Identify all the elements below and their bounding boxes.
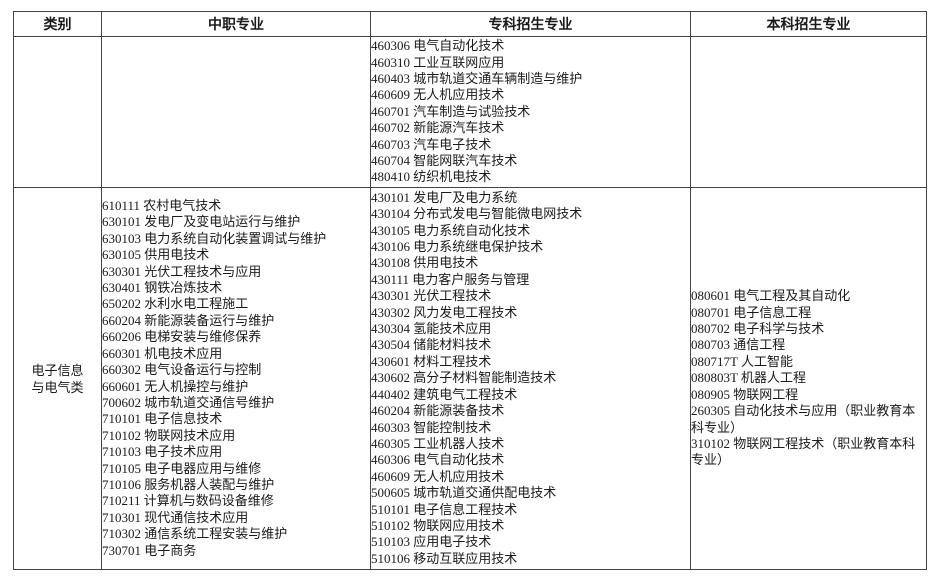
major-item: 500605 城市轨道交通供配电技术	[371, 485, 557, 501]
major-item: 710102 物联网技术应用	[102, 427, 236, 443]
major-item: 460403 城市轨道交通车辆制造与维护	[371, 70, 583, 86]
secondary-majors-cell	[101, 36, 371, 188]
major-item: 650202 水利水电工程施工	[102, 296, 249, 312]
major-item: 430108 供用电技术	[371, 255, 479, 271]
major-item: 660301 机电技术应用	[102, 345, 223, 361]
major-item: 630401 钢铁冶炼技术	[102, 280, 223, 296]
major-item: 080905 物联网工程	[691, 386, 799, 402]
major-item: 460701 汽车制造与试验技术	[371, 103, 531, 119]
major-item: 700602 城市轨道交通信号维护	[102, 394, 275, 410]
category-cell: 电子信息 与电气类	[13, 187, 102, 570]
major-item: 430302 风力发电工程技术	[371, 304, 518, 320]
major-item: 660204 新能源装备运行与维护	[102, 312, 275, 328]
secondary-majors-cell: 610111 农村电气技术 630101 发电厂及变电站运行与维护 630103 电…	[101, 187, 371, 570]
major-item: 610111 农村电气技术	[102, 198, 222, 214]
college-majors-cell: 430101 发电厂及电力系统 430104 分布式发电与智能微电网技术 43010…	[370, 187, 691, 570]
major-item: 080717T 人工智能	[691, 353, 793, 369]
column-header-category: 类别	[13, 11, 102, 37]
major-item: 460303 智能控制技术	[371, 419, 492, 435]
majors-table: 类别 中职专业 专科招生专业 本科招生专业 460306 电气自动化技术 4603…	[13, 11, 927, 570]
major-item: 080601 电气工程及其自动化	[691, 288, 851, 304]
major-item: 710101 电子信息技术	[102, 411, 223, 427]
college-majors-cell: 460306 电气自动化技术 460310 工业互联网应用 460403 城市轨道交…	[370, 36, 691, 188]
major-item: 080803T 机器人工程	[691, 370, 806, 386]
major-item: 电子信息	[31, 362, 84, 378]
major-item: 660302 电气设备运行与控制	[102, 362, 262, 378]
undergraduate-majors-cell	[690, 36, 927, 188]
header-row: 类别 中职专业 专科招生专业 本科招生专业	[13, 11, 927, 37]
major-item: 710103 电子技术应用	[102, 444, 223, 460]
column-header-college-majors: 专科招生专业	[370, 11, 691, 37]
major-item: 460306 电气自动化技术	[371, 38, 505, 54]
major-item: 260305 自动化技术与应用（职业教育本科专业）	[691, 403, 916, 435]
major-item: 430301 光伏工程技术	[371, 288, 492, 304]
major-item: 430104 分布式发电与智能微电网技术	[371, 206, 583, 222]
column-header-secondary-majors: 中职专业	[101, 11, 371, 37]
major-item: 460609 无人机应用技术	[371, 87, 505, 103]
major-item: 430106 电力系统继电保护技术	[371, 239, 544, 255]
major-item: 510101 电子信息工程技术	[371, 501, 518, 517]
table-row: 460306 电气自动化技术 460310 工业互联网应用 460403 城市轨道交…	[13, 36, 927, 188]
major-item: 510103 应用电子技术	[371, 534, 492, 550]
major-item: 080701 电子信息工程	[691, 304, 812, 320]
major-item: 430602 高分子材料智能制造技术	[371, 370, 557, 386]
major-item: 430105 电力系统自动化技术	[371, 222, 531, 238]
major-item: 460306 电气自动化技术	[371, 452, 505, 468]
column-header-undergraduate-majors: 本科招生专业	[690, 11, 927, 37]
major-item: 730701 电子商务	[102, 542, 197, 558]
major-item: 710106 服务机器人装配与维护	[102, 476, 275, 492]
major-item: 430504 储能材料技术	[371, 337, 492, 353]
major-item: 430304 氢能技术应用	[371, 321, 492, 337]
majors-table-container: 类别 中职专业 专科招生专业 本科招生专业 460306 电气自动化技术 4603…	[13, 11, 927, 570]
major-item: 与电气类	[31, 379, 84, 395]
major-item: 510106 移动互联应用技术	[371, 550, 518, 566]
undergraduate-majors-cell: 080601 电气工程及其自动化 080701 电子信息工程 080702 电子科学…	[690, 187, 927, 570]
major-item: 460704 智能网联汽车技术	[371, 153, 518, 169]
major-item: 430101 发电厂及电力系统	[371, 189, 518, 205]
major-item: 440402 建筑电气工程技术	[371, 386, 518, 402]
major-item: 460609 无人机应用技术	[371, 468, 505, 484]
major-item: 710301 现代通信技术应用	[102, 509, 249, 525]
major-item: 630101 发电厂及变电站运行与维护	[102, 214, 301, 230]
major-item: 430111 电力客户服务与管理	[371, 271, 530, 287]
major-item: 460204 新能源装备技术	[371, 403, 505, 419]
major-item: 510102 物联网应用技术	[371, 517, 505, 533]
major-item: 460305 工业机器人技术	[371, 435, 505, 451]
major-item: 630103 电力系统自动化装置调试与维护	[102, 230, 327, 246]
major-item: 080703 通信工程	[691, 337, 786, 353]
table-row: 电子信息 与电气类 610111 农村电气技术 630101 发电厂及变电站运行与维…	[13, 187, 927, 570]
major-item: 430601 材料工程技术	[371, 353, 492, 369]
major-item: 660206 电梯安装与维修保养	[102, 329, 262, 345]
major-item: 710211 计算机与数码设备维修	[102, 493, 274, 509]
major-item: 460310 工业互联网应用	[371, 54, 505, 70]
major-item: 480410 纺织机电技术	[371, 169, 492, 185]
major-item: 710302 通信系统工程安装与维护	[102, 526, 288, 542]
major-item: 710105 电子电器应用与维修	[102, 460, 262, 476]
major-item: 460703 汽车电子技术	[371, 136, 492, 152]
major-item: 660601 无人机操控与维护	[102, 378, 249, 394]
major-item: 080702 电子科学与技术	[691, 321, 825, 337]
major-item: 630105 供用电技术	[102, 247, 210, 263]
major-item: 460702 新能源汽车技术	[371, 120, 505, 136]
major-item: 310102 物联网工程技术（职业教育本科专业）	[691, 435, 916, 468]
category-cell	[13, 36, 102, 188]
major-item: 630301 光伏工程技术与应用	[102, 263, 262, 279]
